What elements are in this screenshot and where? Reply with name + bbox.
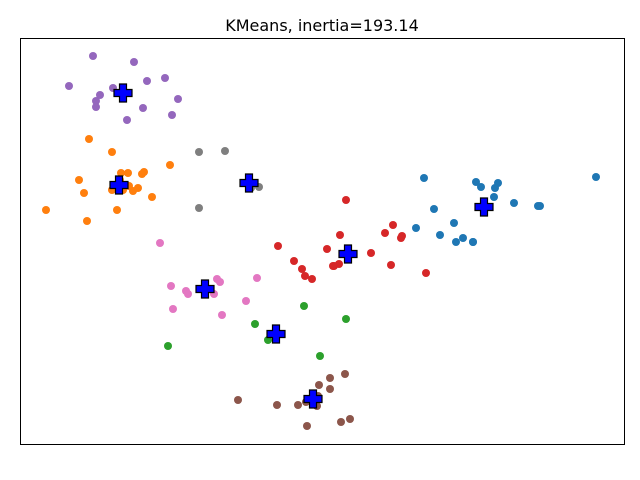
centroid-marker-4 xyxy=(338,244,358,264)
cluster-7-point-10 xyxy=(346,415,354,423)
cluster-0-point-13 xyxy=(168,111,176,119)
plot-frame xyxy=(20,38,625,445)
cluster-7-point-3 xyxy=(326,385,334,393)
cluster-4-point-9 xyxy=(367,249,375,257)
cluster-7-point-7 xyxy=(294,401,302,409)
cluster-7-point-2 xyxy=(315,381,323,389)
cluster-1-point-3 xyxy=(75,176,83,184)
chart-title: KMeans, inertia=193.14 xyxy=(225,16,419,35)
centroid-markers xyxy=(109,83,494,409)
cluster-7-point-4 xyxy=(234,396,242,404)
cluster-5-point-6 xyxy=(184,290,192,298)
cluster-3-point-0 xyxy=(420,174,428,182)
cluster-0-point-0 xyxy=(89,52,97,60)
cluster-4-point-18 xyxy=(422,269,430,277)
cluster-0-point-8 xyxy=(143,77,151,85)
cluster-3-point-10 xyxy=(430,205,438,213)
cluster-3-point-11 xyxy=(450,219,458,227)
cluster-1-point-0 xyxy=(85,135,93,143)
cluster-1-point-6 xyxy=(83,217,91,225)
centroid-marker-3 xyxy=(474,197,494,217)
cluster-4-point-11 xyxy=(290,257,298,265)
cluster-4-point-0 xyxy=(342,196,350,204)
cluster-6-point-2 xyxy=(251,320,259,328)
cluster-7-point-12 xyxy=(303,422,311,430)
cluster-3-point-9 xyxy=(536,202,544,210)
cluster-5-point-1 xyxy=(253,274,261,282)
cluster-4-point-2 xyxy=(381,229,389,237)
cluster-4-point-17 xyxy=(387,261,395,269)
cluster-1-point-16 xyxy=(138,170,146,178)
centroid-marker-0 xyxy=(113,83,133,103)
cluster-4-point-13 xyxy=(301,272,309,280)
data-points xyxy=(42,52,600,430)
cluster-5-point-8 xyxy=(242,297,250,305)
cluster-4-point-6 xyxy=(274,242,282,250)
cluster-3-point-16 xyxy=(452,238,460,246)
cluster-6-point-5 xyxy=(316,352,324,360)
cluster-3-point-4 xyxy=(491,184,499,192)
cluster-0-point-12 xyxy=(123,116,131,124)
cluster-3-point-7 xyxy=(510,199,518,207)
cluster-2-point-1 xyxy=(221,147,229,155)
cluster-3-point-12 xyxy=(412,224,420,232)
cluster-0-point-1 xyxy=(130,58,138,66)
cluster-0-point-3 xyxy=(96,91,104,99)
cluster-4-point-7 xyxy=(323,245,331,253)
cluster-6-point-1 xyxy=(342,315,350,323)
cluster-5-point-0 xyxy=(156,239,164,247)
cluster-1-point-4 xyxy=(80,189,88,197)
cluster-0-point-4 xyxy=(92,97,100,105)
cluster-2-point-4 xyxy=(195,204,203,212)
cluster-3-point-1 xyxy=(472,178,480,186)
centroid-marker-5 xyxy=(195,279,215,299)
cluster-3-point-6 xyxy=(490,193,498,201)
cluster-1-point-7 xyxy=(113,206,121,214)
cluster-0-point-11 xyxy=(139,104,147,112)
cluster-4-point-16 xyxy=(329,262,337,270)
cluster-1-point-5 xyxy=(42,206,50,214)
cluster-0-point-2 xyxy=(65,82,73,90)
cluster-5-point-9 xyxy=(169,305,177,313)
cluster-1-point-8 xyxy=(117,169,125,177)
centroid-marker-1 xyxy=(109,175,129,195)
cluster-0-point-5 xyxy=(92,103,100,111)
cluster-4-point-4 xyxy=(397,234,405,242)
cluster-6-point-4 xyxy=(164,342,172,350)
centroid-marker-7 xyxy=(303,389,323,409)
cluster-3-point-13 xyxy=(436,231,444,239)
cluster-1-point-9 xyxy=(124,169,132,177)
cluster-3-point-2 xyxy=(477,183,485,191)
cluster-5-point-4 xyxy=(167,282,175,290)
cluster-4-point-12 xyxy=(298,265,306,273)
cluster-4-point-1 xyxy=(389,221,397,229)
cluster-0-point-10 xyxy=(174,95,182,103)
cluster-3-point-17 xyxy=(469,238,477,246)
cluster-7-point-1 xyxy=(326,374,334,382)
cluster-5-point-3 xyxy=(216,278,224,286)
cluster-4-point-5 xyxy=(336,231,344,239)
cluster-7-point-8 xyxy=(273,401,281,409)
cluster-4-point-14 xyxy=(308,275,316,283)
centroid-marker-6 xyxy=(266,324,286,344)
cluster-1-point-1 xyxy=(108,148,116,156)
cluster-5-point-10 xyxy=(218,311,226,319)
cluster-1-point-2 xyxy=(166,161,174,169)
cluster-1-point-14 xyxy=(134,184,142,192)
cluster-0-point-9 xyxy=(161,74,169,82)
cluster-7-point-0 xyxy=(341,370,349,378)
cluster-7-point-11 xyxy=(337,418,345,426)
cluster-1-point-17 xyxy=(148,193,156,201)
cluster-3-point-14 xyxy=(459,234,467,242)
centroid-marker-2 xyxy=(239,173,259,193)
cluster-3-point-5 xyxy=(592,173,600,181)
cluster-6-point-0 xyxy=(300,302,308,310)
cluster-2-point-0 xyxy=(195,148,203,156)
